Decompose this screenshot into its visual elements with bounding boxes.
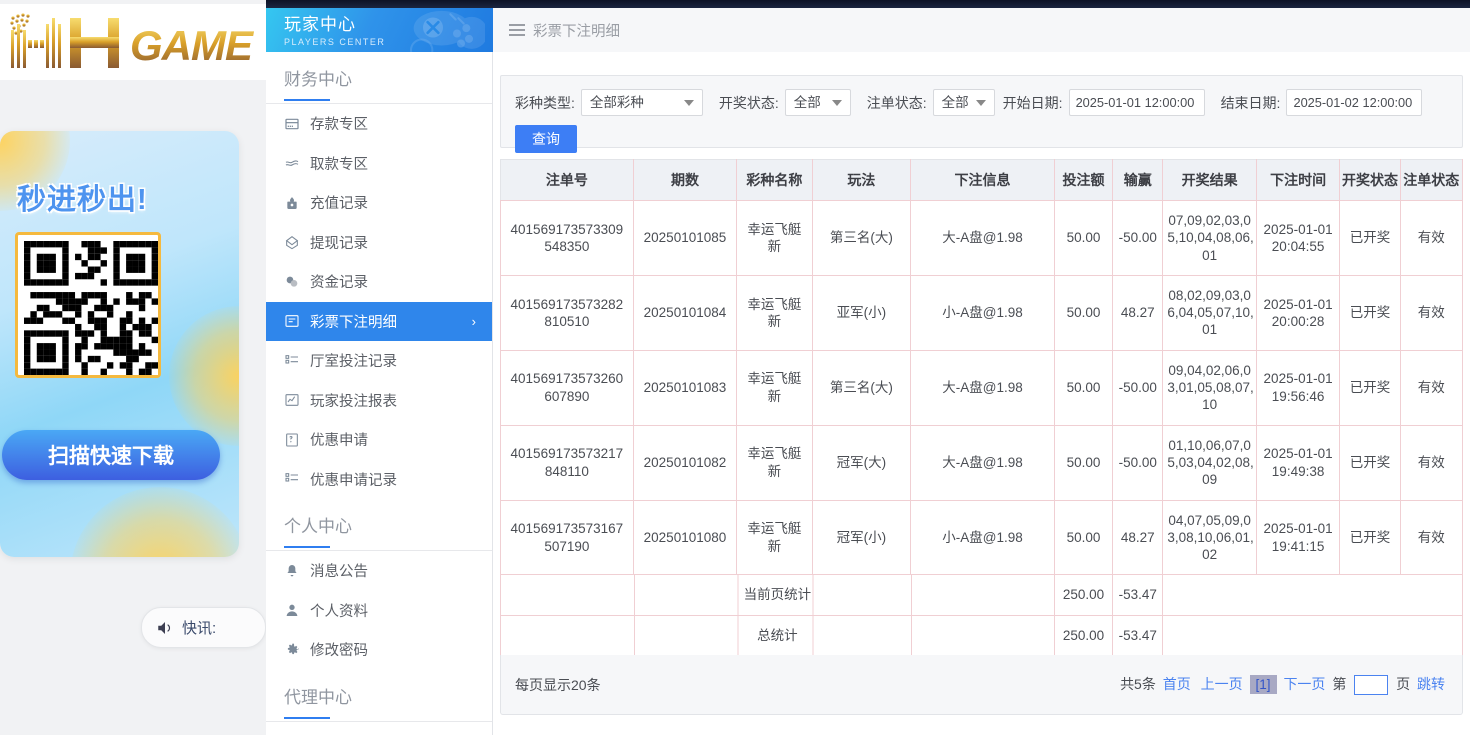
svg-text:GAME: GAME: [130, 22, 255, 69]
